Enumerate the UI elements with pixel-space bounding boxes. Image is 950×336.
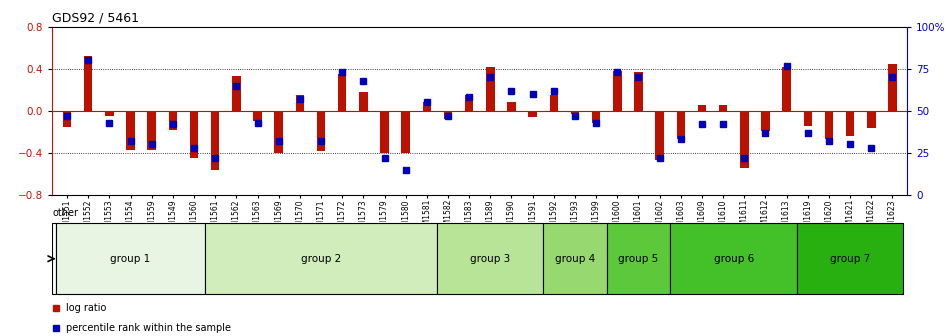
Text: other: other [52,208,79,218]
Bar [719,104,728,111]
Bar [804,111,812,126]
Text: log ratio: log ratio [66,303,106,313]
Bar [740,111,749,168]
Bar [359,92,368,111]
Bar [147,111,156,150]
Bar [543,223,607,294]
Bar [52,223,56,294]
Bar [528,111,537,117]
Bar [254,111,262,121]
Bar [56,223,204,294]
Text: GDS92 / 5461: GDS92 / 5461 [52,11,140,24]
Bar [465,95,473,111]
Text: group 3: group 3 [470,254,510,264]
Bar [486,67,495,111]
Bar [190,111,199,158]
Bar [846,111,854,136]
Bar [888,64,897,111]
Bar [402,111,409,153]
Text: percentile rank within the sample: percentile rank within the sample [66,323,231,333]
Text: group 7: group 7 [830,254,870,264]
Bar [126,111,135,150]
Bar [592,111,600,124]
Bar [204,223,437,294]
Bar [211,111,219,170]
Text: group 6: group 6 [713,254,754,264]
Bar [825,111,833,139]
Bar [295,95,304,111]
Bar [783,67,790,111]
Text: group 2: group 2 [301,254,341,264]
Bar [635,72,643,111]
Bar [571,111,579,114]
Bar [316,111,325,151]
Bar [867,111,876,128]
Bar [380,111,389,153]
Text: group 5: group 5 [618,254,658,264]
Bar [232,76,240,111]
Bar [423,102,431,111]
Bar [63,111,71,127]
Bar [613,71,621,111]
Bar [507,102,516,111]
Bar [761,111,770,131]
Bar [275,111,283,153]
Bar [437,223,543,294]
Bar [670,223,797,294]
Bar [676,111,685,139]
Bar [444,111,452,119]
Bar [656,111,664,160]
Bar [338,74,347,111]
Text: group 4: group 4 [555,254,595,264]
Bar [550,95,558,111]
Bar [607,223,670,294]
Bar [697,104,706,111]
Text: group 1: group 1 [110,254,151,264]
Bar [797,223,903,294]
Bar [84,56,92,111]
Bar [169,111,177,130]
Bar [105,111,114,116]
